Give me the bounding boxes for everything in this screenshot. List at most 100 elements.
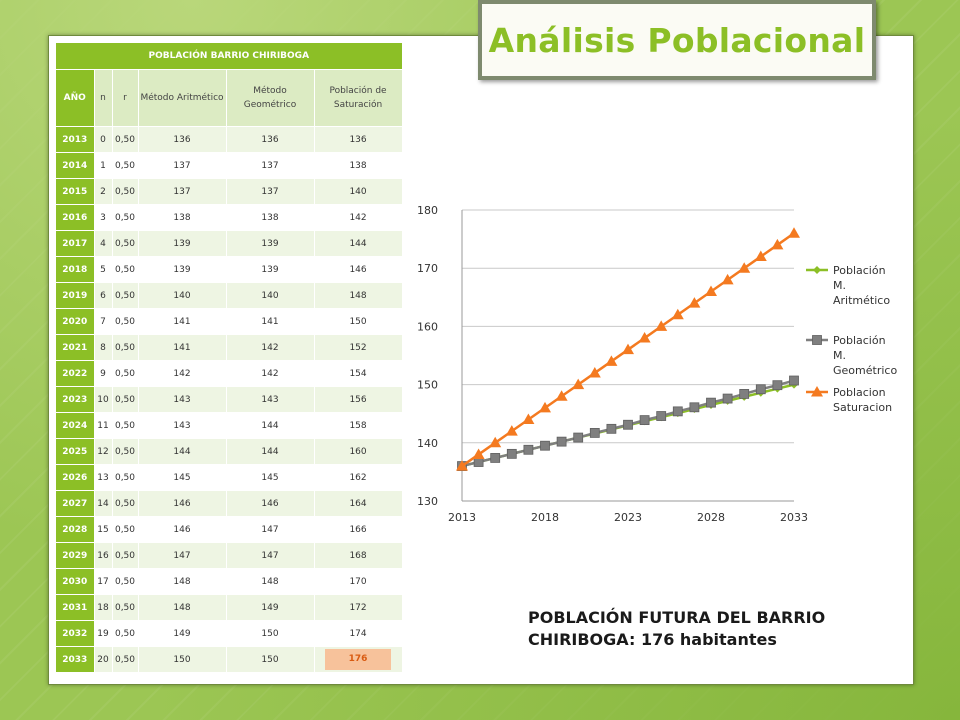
cell-geom: 141 <box>226 308 315 335</box>
cell-r: 0,50 <box>112 230 139 257</box>
cell-arith: 150 <box>138 646 227 673</box>
chart-legend: Población M. Aritmético Población M. Geométri… <box>806 264 897 414</box>
cell-arith: 148 <box>138 594 227 621</box>
cell-geom: 150 <box>226 646 315 673</box>
data-point <box>623 419 633 430</box>
cell-r: 0,50 <box>112 360 139 387</box>
legend-label: Aritmético <box>833 294 890 307</box>
cell-sat: 140 <box>314 178 403 205</box>
cell-geom: 142 <box>226 334 315 361</box>
data-point <box>754 250 767 262</box>
cell-year: 2022 <box>56 360 95 387</box>
cell-n: 2 <box>94 178 113 205</box>
cell-sat: 154 <box>314 360 403 387</box>
cell-r: 0,50 <box>112 490 139 517</box>
data-point <box>506 448 517 459</box>
cell-sat: 160 <box>314 438 403 465</box>
data-point <box>739 389 750 399</box>
cell-sat: 158 <box>314 412 403 439</box>
legend-marker <box>813 266 821 274</box>
header-metodo-geometrico: Método Geométrico <box>226 69 315 127</box>
table-row: 2023 10 0,50 143 143 156 <box>56 386 403 413</box>
cell-geom: 149 <box>226 594 315 621</box>
cell-sat: 164 <box>314 490 403 517</box>
data-point <box>555 390 568 401</box>
data-point <box>490 453 501 463</box>
legend-label: Geométrico <box>833 364 897 377</box>
chart-series <box>456 227 800 471</box>
data-point <box>639 415 650 426</box>
cell-sat: 168 <box>314 542 403 569</box>
cell-arith: 148 <box>138 568 227 595</box>
x-tick-label: 2018 <box>531 511 559 524</box>
cell-n: 7 <box>94 308 113 335</box>
legend-label: Población <box>833 334 886 347</box>
table-row: 2021 8 0,50 141 142 152 <box>56 334 403 361</box>
x-tick-label: 2023 <box>614 511 642 524</box>
cell-n: 17 <box>94 568 113 595</box>
cell-geom: 144 <box>226 412 315 439</box>
legend-label: M. <box>833 279 846 292</box>
cell-r: 0,50 <box>112 412 139 439</box>
data-point <box>589 428 600 438</box>
cell-geom: 139 <box>226 256 315 283</box>
cell-year: 2027 <box>56 490 95 517</box>
table-row: 2029 16 0,50 147 147 168 <box>56 542 403 569</box>
data-point <box>672 406 683 417</box>
cell-sat: 144 <box>314 230 403 257</box>
data-point <box>472 448 485 459</box>
data-point <box>706 397 716 408</box>
data-point <box>605 355 618 366</box>
y-tick-label: 180 <box>417 204 438 217</box>
data-point <box>689 402 700 413</box>
y-tick-label: 170 <box>417 262 438 275</box>
cell-geom: 143 <box>226 386 315 413</box>
data-point <box>671 308 684 320</box>
population-table: POBLACIÓN BARRIO CHIRIBOGA AÑO n r Métod… <box>56 43 403 673</box>
data-point <box>772 380 783 391</box>
cell-geom: 139 <box>226 230 315 257</box>
cell-n: 14 <box>94 490 113 517</box>
table-row: 2027 14 0,50 146 146 164 <box>56 490 403 517</box>
cell-year: 2024 <box>56 412 95 439</box>
cell-geom: 142 <box>226 360 315 387</box>
cell-sat: 150 <box>314 308 403 335</box>
cell-year: 2028 <box>56 516 95 543</box>
cell-year: 2019 <box>56 282 95 309</box>
cell-sat: 162 <box>314 464 403 491</box>
table-row: 2024 11 0,50 143 144 158 <box>56 412 403 439</box>
table-caption: POBLACIÓN BARRIO CHIRIBOGA <box>56 43 403 70</box>
y-tick-label: 130 <box>417 495 438 508</box>
cell-n: 6 <box>94 282 113 309</box>
cell-sat: 142 <box>314 204 403 231</box>
cell-arith: 136 <box>138 126 227 153</box>
legend-label: Saturacion <box>833 401 892 414</box>
x-tick-label: 2033 <box>780 511 808 524</box>
data-point <box>655 320 668 331</box>
cell-r: 0,50 <box>112 438 139 465</box>
data-point <box>588 366 601 378</box>
data-point <box>738 262 751 273</box>
cell-r: 0,50 <box>112 256 139 283</box>
cell-year: 2021 <box>56 334 95 361</box>
data-point <box>522 413 535 425</box>
cell-r: 0,50 <box>112 178 139 205</box>
chart-axes: 130 140 150 160 170 180 2013 2018 2023 2028 2033 <box>417 204 808 524</box>
cell-geom: 136 <box>226 126 315 153</box>
cell-arith: 137 <box>138 152 227 179</box>
cell-year: 2020 <box>56 308 95 335</box>
cell-arith: 146 <box>138 516 227 543</box>
header-r: r <box>112 69 139 127</box>
cell-year: 2030 <box>56 568 95 595</box>
cell-r: 0,50 <box>112 516 139 543</box>
cell-arith: 145 <box>138 464 227 491</box>
data-point <box>788 227 800 238</box>
cell-n: 8 <box>94 334 113 361</box>
data-point <box>722 393 733 404</box>
cell-sat: 148 <box>314 282 403 309</box>
future-line-1: POBLACIÓN FUTURA DEL BARRIO <box>528 608 826 627</box>
cell-sat: 166 <box>314 516 403 543</box>
table-row: 2025 12 0,50 144 144 160 <box>56 438 403 465</box>
cell-arith: 143 <box>138 412 227 439</box>
cell-r: 0,50 <box>112 594 139 621</box>
